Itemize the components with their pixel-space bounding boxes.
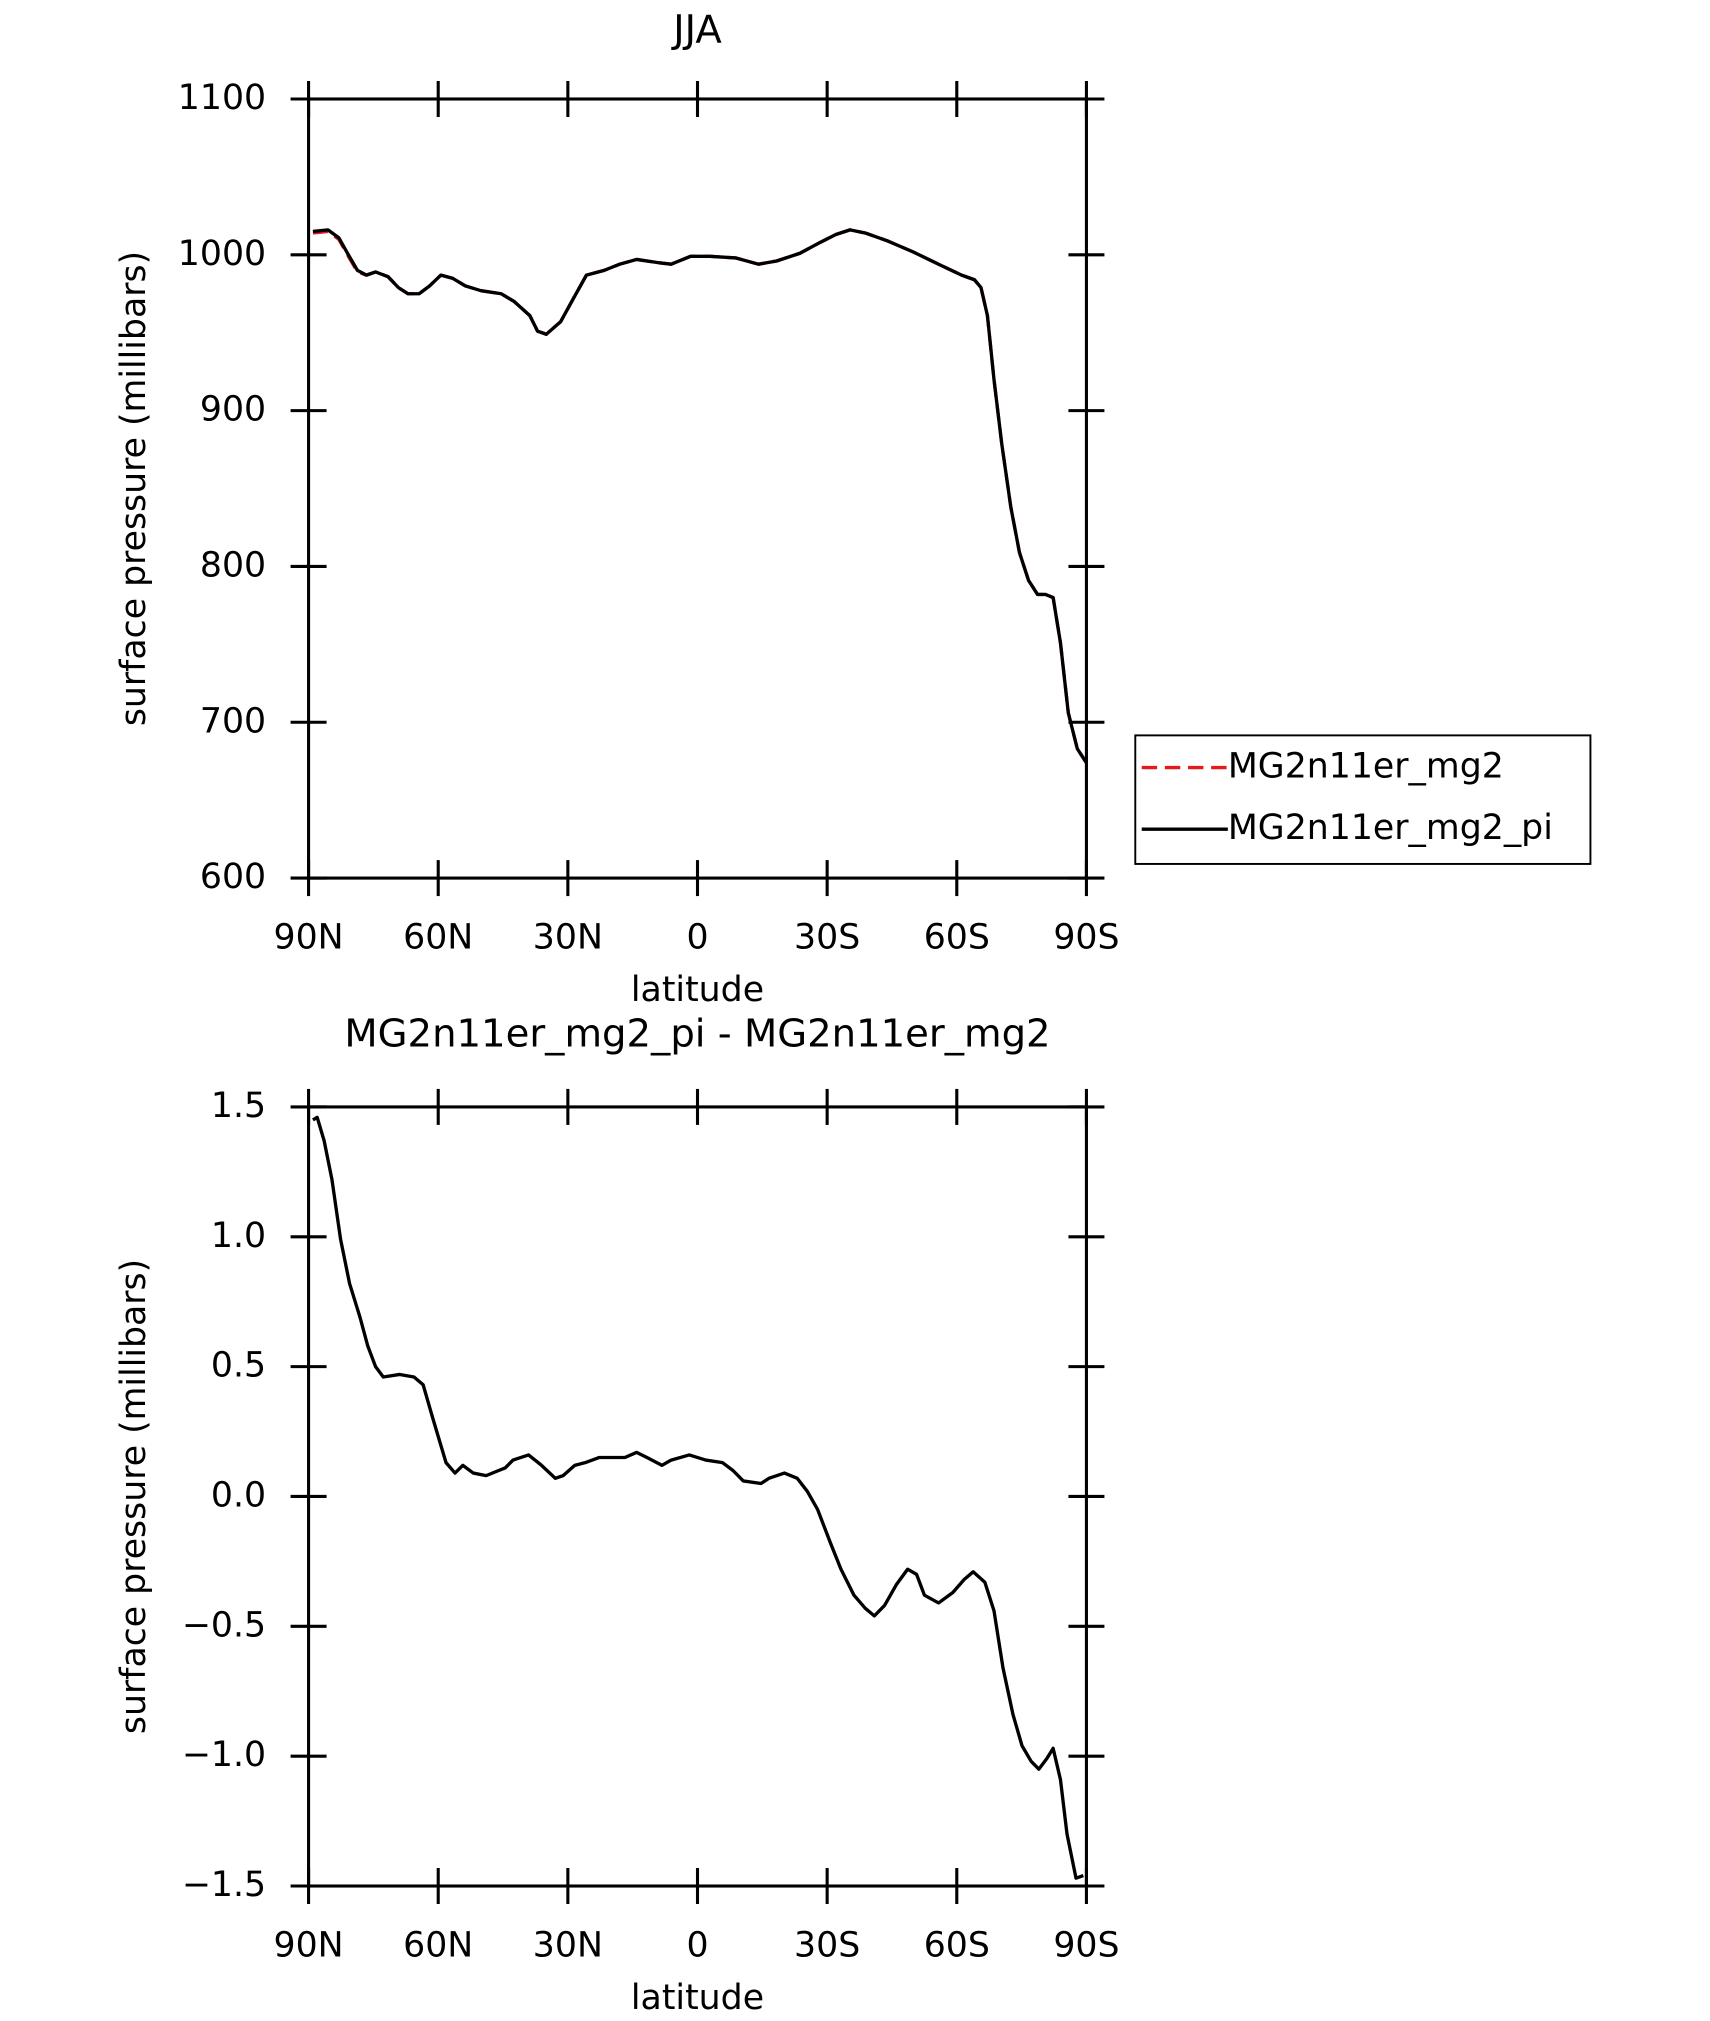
x-tick-label: 90N (274, 1925, 344, 1965)
data-line (312, 1115, 1084, 1880)
y-axis-label: surface pressure (millibars) (114, 251, 154, 726)
x-tick-label: 90S (1053, 1925, 1119, 1965)
y-tick-label: −1.5 (182, 1865, 266, 1905)
y-tick-label: 0.5 (211, 1346, 266, 1386)
x-tick-label: 60S (924, 1925, 990, 1965)
x-axis-label: latitude (631, 970, 764, 1010)
y-tick-label: 1000 (178, 234, 266, 274)
y-tick-label: 0.0 (211, 1475, 266, 1515)
x-tick-label: 0 (686, 1925, 708, 1965)
y-tick-label: 1.0 (211, 1216, 266, 1256)
y-tick-label: 700 (200, 701, 266, 741)
x-tick-label: 60N (403, 918, 473, 958)
chart-title: MG2n11er_mg2_pi - MG2n11er_mg2 (344, 1012, 1050, 1057)
y-tick-label: 800 (200, 545, 266, 585)
x-tick-label: 30N (533, 918, 603, 958)
data-line (312, 228, 1088, 764)
x-axis-label: latitude (631, 1978, 764, 2018)
y-tick-label: −0.5 (182, 1605, 266, 1645)
y-axis-label: surface pressure (millibars) (114, 1259, 154, 1734)
x-tick-label: 60S (924, 918, 990, 958)
legend-label: MG2n11er_mg2 (1228, 747, 1504, 787)
plot-frame (307, 1105, 1088, 1888)
x-tick-label: 90N (274, 918, 344, 958)
y-tick-label: 900 (200, 390, 266, 430)
data-line (312, 228, 1088, 764)
plot-frame (307, 97, 1088, 880)
y-tick-label: 1.5 (211, 1086, 266, 1126)
legend-label: MG2n11er_mg2_pi (1228, 808, 1553, 848)
x-tick-label: 30S (794, 918, 860, 958)
y-tick-label: 600 (200, 857, 266, 897)
legend-box (1134, 734, 1592, 865)
x-tick-label: 0 (686, 918, 708, 958)
x-tick-label: 30N (533, 1925, 603, 1965)
y-tick-label: −1.0 (182, 1735, 266, 1775)
y-tick-label: 1100 (178, 78, 266, 118)
x-tick-label: 30S (794, 1925, 860, 1965)
chart-title: JJA (671, 8, 722, 53)
x-tick-label: 60N (403, 1925, 473, 1965)
x-tick-label: 90S (1053, 918, 1119, 958)
